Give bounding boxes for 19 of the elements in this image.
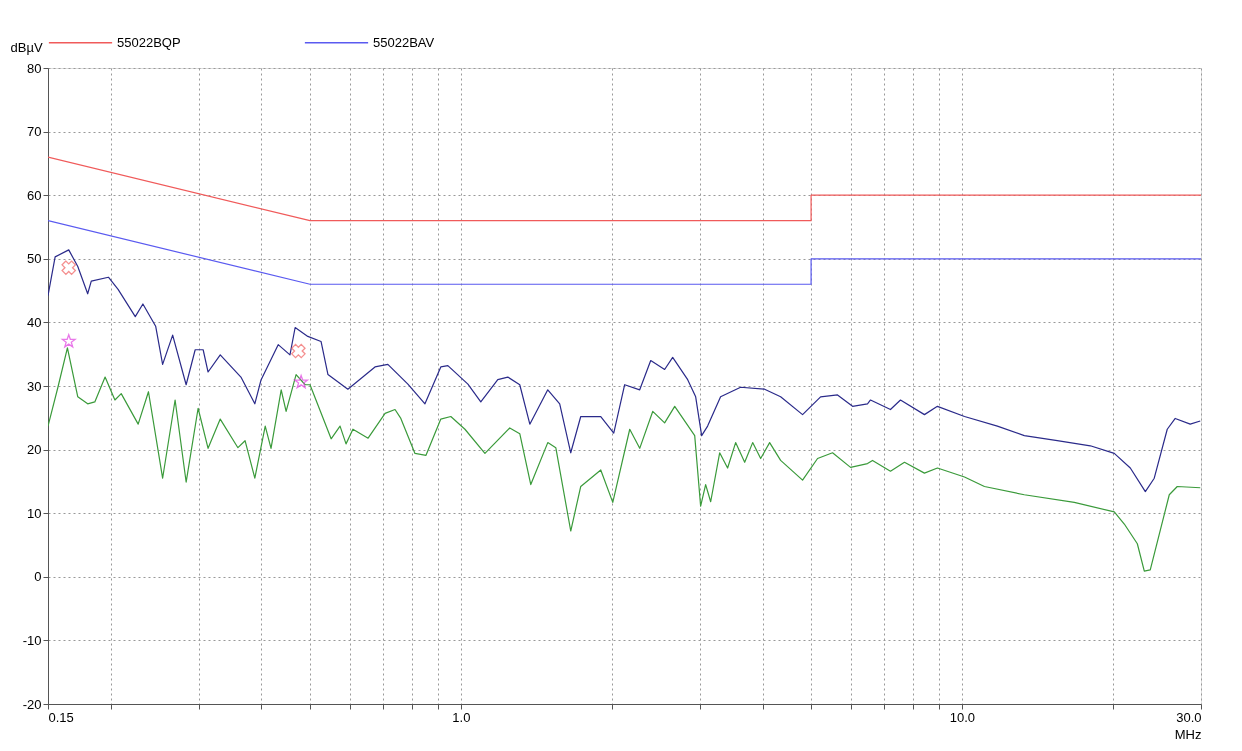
y-tick-label: 0 (34, 569, 42, 585)
y-tick-label: 30 (27, 378, 42, 394)
x-tick-label: 0.15 (48, 709, 74, 725)
y-tick-label: -10 (22, 632, 42, 648)
y-axis-title: dBµV (10, 39, 43, 55)
y-tick-label: 60 (27, 187, 42, 203)
x-axis-title: MHz (1174, 726, 1202, 742)
legend-label: 55022BQP (117, 34, 181, 50)
y-tick-label: -20 (22, 696, 42, 712)
y-tick-label: 40 (27, 314, 42, 330)
y-tick-label: 20 (27, 442, 42, 458)
y-tick-label: 80 (27, 60, 42, 76)
x-tick-label: 30.0 (1176, 709, 1202, 725)
y-tick-label: 10 (27, 505, 42, 521)
x-tick-label: 1.0 (452, 709, 471, 725)
y-tick-label: 70 (27, 124, 42, 140)
y-tick-label: 50 (27, 251, 42, 267)
x-tick-label: 10.0 (949, 709, 976, 725)
legend-label: 55022BAV (373, 34, 435, 50)
